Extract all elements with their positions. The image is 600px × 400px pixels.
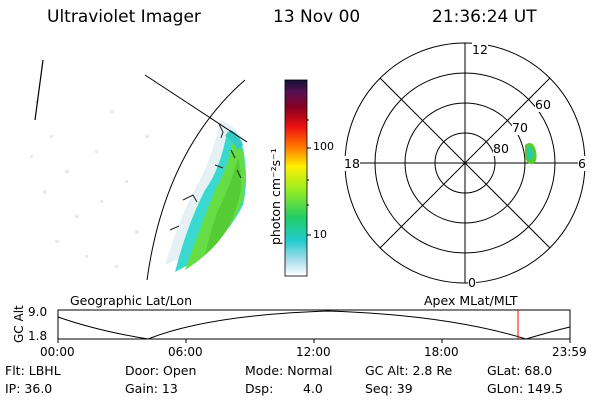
orbit-ytick-high: 9.0 [28, 305, 48, 319]
gc-alt-info: GC Alt: 2.8 Re [365, 363, 453, 378]
mlat-label-70: 70 [512, 120, 528, 135]
mlt-label-0: 0 [468, 275, 476, 290]
mode-info: Mode: Normal [245, 363, 333, 378]
mlt-label-12: 12 [472, 42, 488, 57]
glon-info: GLon: 149.5 [487, 381, 563, 396]
colorbar-tick-10: 10 [313, 228, 327, 241]
dsp-value: 4.0 [303, 381, 323, 396]
seq-info: Seq: 39 [365, 381, 413, 396]
ip-info: IP: 36.0 [5, 381, 53, 396]
glat-info: GLat: 68.0 [487, 363, 553, 378]
filter-info: Flt: LBHL [5, 363, 61, 378]
orbit-ylabel: GC Alt [12, 305, 26, 343]
geographic-panel-label: Geographic Lat/Lon [70, 293, 192, 308]
orbit-xtick: 18:00 [424, 345, 459, 359]
orbit-xtick: 06:00 [168, 345, 203, 359]
orbit-ytick-low: 1.8 [28, 329, 48, 343]
date-label: 13 Nov 00 [273, 7, 361, 27]
orbit-xtick: 00:00 [40, 345, 75, 359]
orbit-xtick: 23:59 [552, 345, 587, 359]
colorbar-unit-label: photon cm⁻²s⁻¹ [268, 148, 283, 245]
instrument-title: Ultraviolet Imager [47, 7, 201, 27]
apex-panel-label: Apex MLat/MLT [424, 293, 518, 308]
geographic-image [30, 59, 248, 281]
mlt-label-6: 6 [578, 156, 586, 171]
mlat-label-80: 80 [493, 141, 509, 156]
colorbar-tick-100: 100 [313, 140, 334, 153]
polar-plot [344, 42, 586, 284]
gain-info: Gain: 13 [125, 381, 178, 396]
door-info: Door: Open [125, 363, 197, 378]
time-label: 21:36:24 UT [432, 7, 537, 27]
dsp-label: Dsp: [245, 381, 274, 396]
mlt-label-18: 18 [344, 156, 360, 171]
colorbar [284, 79, 311, 277]
mlat-label-60: 60 [535, 97, 551, 112]
orbit-xtick: 12:00 [296, 345, 331, 359]
orbit-altitude-plot [57, 309, 571, 343]
